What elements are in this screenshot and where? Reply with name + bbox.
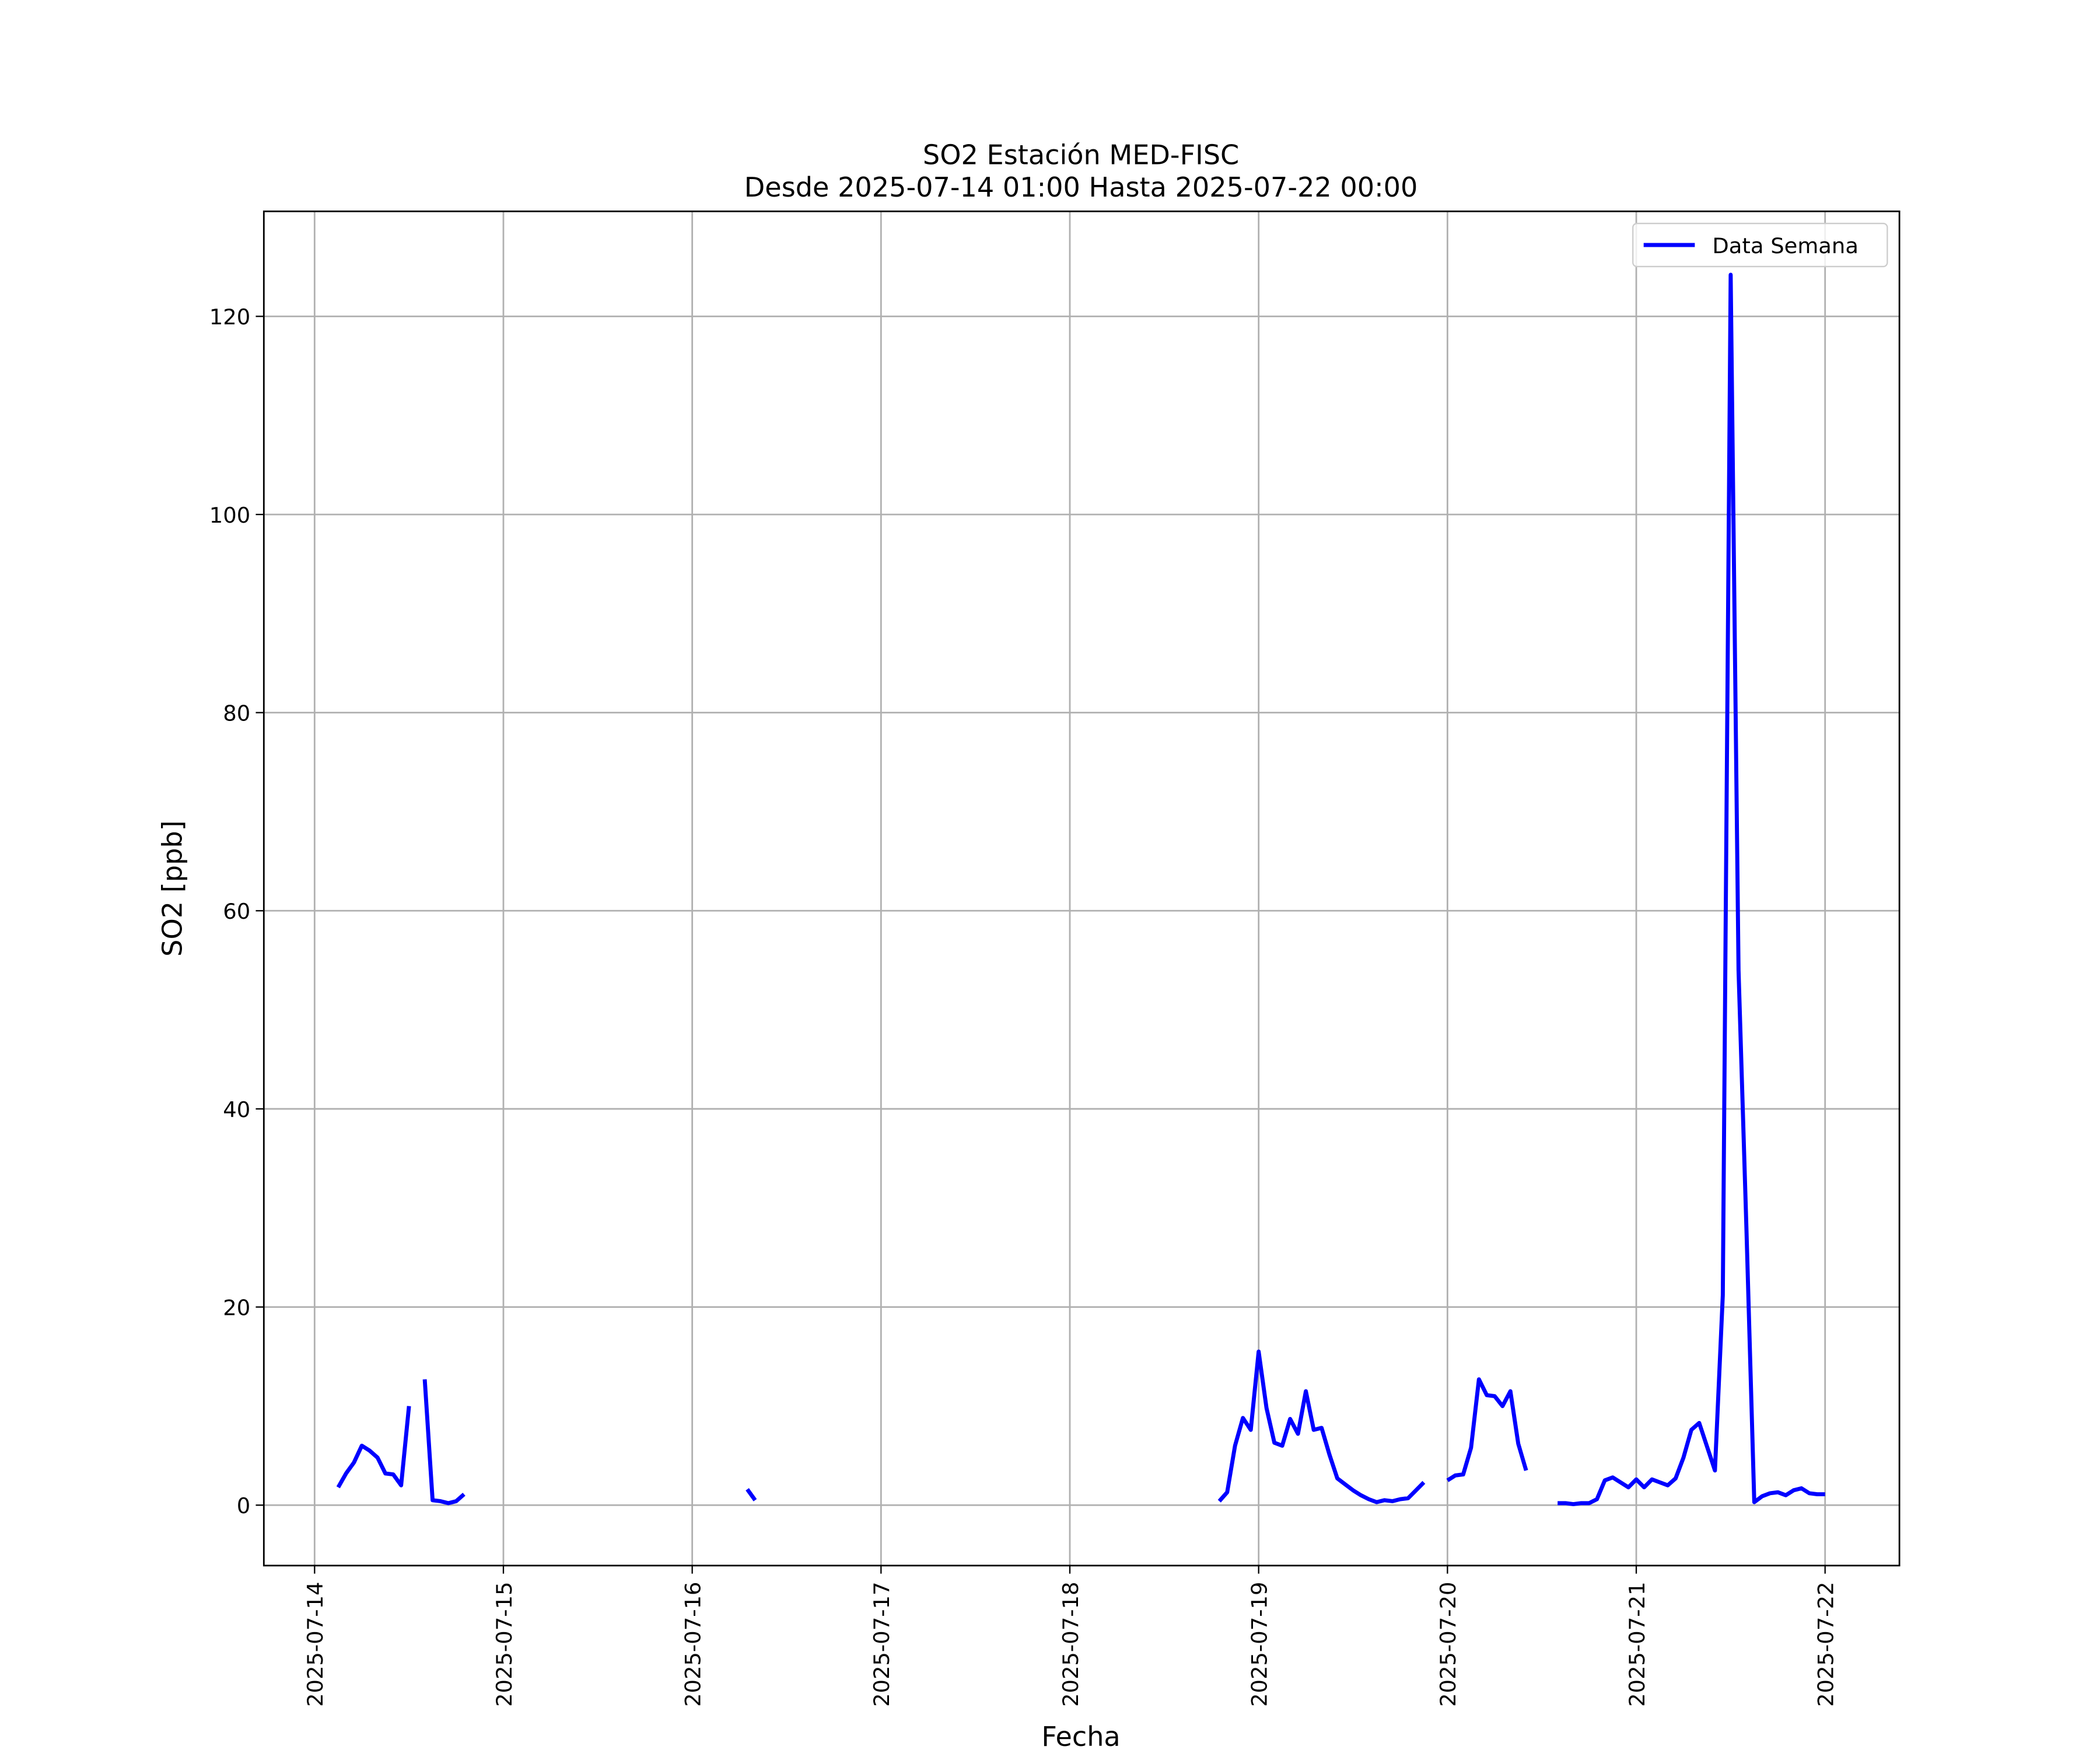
x-tick-label: 2025-07-14 — [303, 1582, 328, 1707]
data-line — [746, 1488, 757, 1502]
chart-subtitle: Desde 2025-07-14 01:00 Hasta 2025-07-22 … — [744, 172, 1418, 203]
data-line — [336, 1406, 411, 1489]
plot-frame — [262, 210, 1901, 1567]
x-tick-label: 2025-07-17 — [869, 1582, 894, 1707]
y-tick-label: 120 — [209, 304, 250, 330]
chart-title: SO2 Estación MED-FISC — [923, 139, 1239, 171]
legend-label: Data Semana — [1712, 233, 1859, 258]
x-axis-label: Fecha — [1041, 1721, 1120, 1750]
legend: Data Semana — [1632, 222, 1888, 268]
x-tick-label: 2025-07-20 — [1436, 1582, 1461, 1707]
y-tick-label: 80 — [223, 701, 250, 726]
data-line — [1217, 1349, 1426, 1504]
y-tick-label: 40 — [223, 1097, 250, 1122]
y-axis-label: SO2 [ppb] — [157, 820, 188, 957]
legend-box — [1632, 222, 1888, 268]
data-line — [1558, 272, 1825, 1507]
y-tick-label: 100 — [209, 503, 250, 528]
data-line — [422, 1379, 466, 1506]
x-tick-label: 2025-07-19 — [1247, 1582, 1272, 1707]
data-line — [1446, 1377, 1528, 1482]
y-tick-label: 20 — [223, 1295, 250, 1320]
x-tick-label: 2025-07-22 — [1814, 1582, 1839, 1707]
y-tick-label: 60 — [223, 899, 250, 924]
x-tick-label: 2025-07-18 — [1058, 1582, 1083, 1707]
x-tick-label: 2025-07-21 — [1625, 1582, 1650, 1707]
x-tick-label: 2025-07-16 — [680, 1582, 705, 1707]
y-tick-label: 0 — [237, 1493, 250, 1518]
x-tick-label: 2025-07-15 — [492, 1582, 517, 1707]
